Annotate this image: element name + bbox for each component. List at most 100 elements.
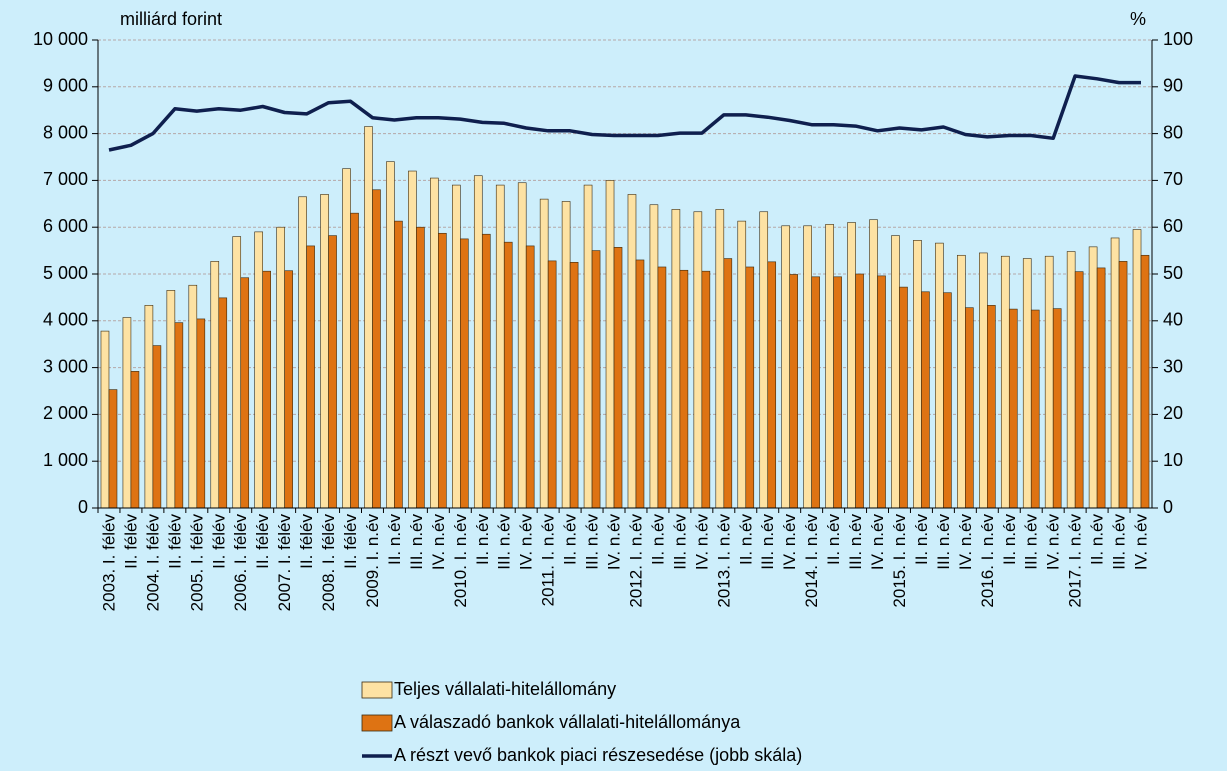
- bar: [386, 161, 395, 509]
- bar: [561, 201, 571, 509]
- bar: [495, 184, 505, 509]
- y-tick-label: 5 000: [43, 263, 88, 283]
- bar: [1022, 258, 1032, 509]
- x-tick-label: IV. n.év: [780, 514, 799, 571]
- bar: [320, 194, 329, 509]
- x-tick-label: IV. n.év: [692, 514, 711, 571]
- x-tick-label: 2011. I. n.év: [539, 514, 558, 607]
- bar: [262, 270, 271, 509]
- x-tick-label: 2010. I. n.év: [451, 514, 470, 608]
- bar: [130, 371, 140, 509]
- x-tick-label: II. n.év: [561, 514, 580, 566]
- bar: [547, 260, 557, 509]
- bar: [100, 330, 110, 509]
- x-tick-label: 2004. I. félév: [143, 514, 162, 612]
- x-tick-label: III. n.év: [1110, 514, 1129, 570]
- x-tick-label: II. n.év: [912, 514, 931, 566]
- x-tick-label: II. félév: [121, 514, 140, 569]
- bar: [328, 235, 337, 509]
- x-tick-label: III. n.év: [670, 514, 689, 570]
- bar: [649, 204, 659, 509]
- bar: [1000, 255, 1010, 509]
- bar: [503, 241, 513, 509]
- bar: [745, 266, 755, 509]
- bar: [701, 270, 711, 509]
- bar: [825, 224, 834, 509]
- x-tick-label: 2006. I. félév: [231, 514, 250, 612]
- x-tick-label: 2014. I. n.év: [802, 514, 821, 608]
- y2-tick-label: 80: [1163, 122, 1183, 142]
- x-tick-label: II. félév: [297, 514, 316, 569]
- legend-swatch: [361, 681, 393, 699]
- bar: [759, 211, 769, 509]
- bar: [408, 170, 417, 509]
- bar: [430, 177, 439, 509]
- x-tick-label: IV. n.év: [868, 514, 887, 571]
- bar: [781, 225, 790, 509]
- x-tick-label: III. n.év: [846, 514, 865, 570]
- bar: [460, 238, 469, 509]
- bar: [1140, 254, 1150, 509]
- bar: [298, 196, 307, 509]
- bar: [847, 222, 856, 509]
- bar: [452, 184, 461, 509]
- bar: [188, 284, 198, 509]
- y2-tick-label: 40: [1163, 310, 1183, 330]
- y-tick-label: 1 000: [43, 450, 88, 470]
- x-tick-label: IV. n.év: [1132, 514, 1151, 571]
- y2-tick-label: 10: [1163, 450, 1183, 470]
- x-tick-label: 2017. I. n.év: [1066, 514, 1085, 608]
- bar: [1052, 308, 1062, 509]
- bar: [284, 270, 293, 509]
- bar: [152, 345, 162, 509]
- y-tick-label: 3 000: [43, 356, 88, 376]
- x-tick-label: III. n.év: [1022, 514, 1041, 570]
- bar: [957, 254, 966, 509]
- bar: [306, 245, 315, 509]
- x-tick-label: II. n.év: [385, 514, 404, 566]
- x-tick-label: III. n.év: [583, 514, 602, 570]
- bar: [671, 209, 681, 509]
- bar: [1044, 255, 1054, 509]
- bar: [254, 231, 263, 509]
- x-tick-label: II. n.év: [736, 514, 755, 566]
- bar: [1096, 267, 1106, 509]
- bar: [342, 168, 351, 509]
- bar: [1118, 261, 1128, 509]
- bar: [174, 322, 184, 509]
- y2-axis-title: %: [1130, 9, 1146, 29]
- bar: [605, 180, 615, 509]
- bar: [416, 226, 425, 509]
- bar: [943, 292, 952, 509]
- x-tick-label: II. félév: [341, 514, 360, 569]
- bar: [591, 250, 601, 509]
- bar: [218, 297, 228, 509]
- y-tick-label: 8 000: [43, 122, 88, 142]
- x-tick-label: II. n.év: [1088, 514, 1107, 566]
- bar: [935, 242, 944, 509]
- bar: [767, 261, 777, 509]
- bar: [723, 258, 733, 509]
- x-tick-label: 2008. I. félév: [319, 514, 338, 612]
- bar: [539, 198, 549, 509]
- x-tick-label: III. n.év: [407, 514, 426, 570]
- bar: [350, 212, 359, 509]
- bar: [679, 269, 689, 509]
- x-tick-label: IV. n.év: [605, 514, 624, 571]
- bar: [803, 225, 812, 509]
- bar: [913, 240, 922, 509]
- bar: [979, 252, 988, 509]
- bar: [921, 291, 930, 509]
- legend-label: Teljes vállalati-hitelállomány: [394, 679, 616, 699]
- y2-tick-label: 20: [1163, 403, 1183, 423]
- bar: [657, 266, 667, 509]
- bar: [569, 261, 579, 509]
- y-tick-label: 7 000: [43, 169, 88, 189]
- y2-tick-label: 30: [1163, 356, 1183, 376]
- bar: [855, 273, 864, 509]
- bar: [965, 307, 974, 509]
- bar: [811, 276, 820, 509]
- x-tick-label: IV. n.év: [1044, 514, 1063, 571]
- bar: [693, 211, 703, 509]
